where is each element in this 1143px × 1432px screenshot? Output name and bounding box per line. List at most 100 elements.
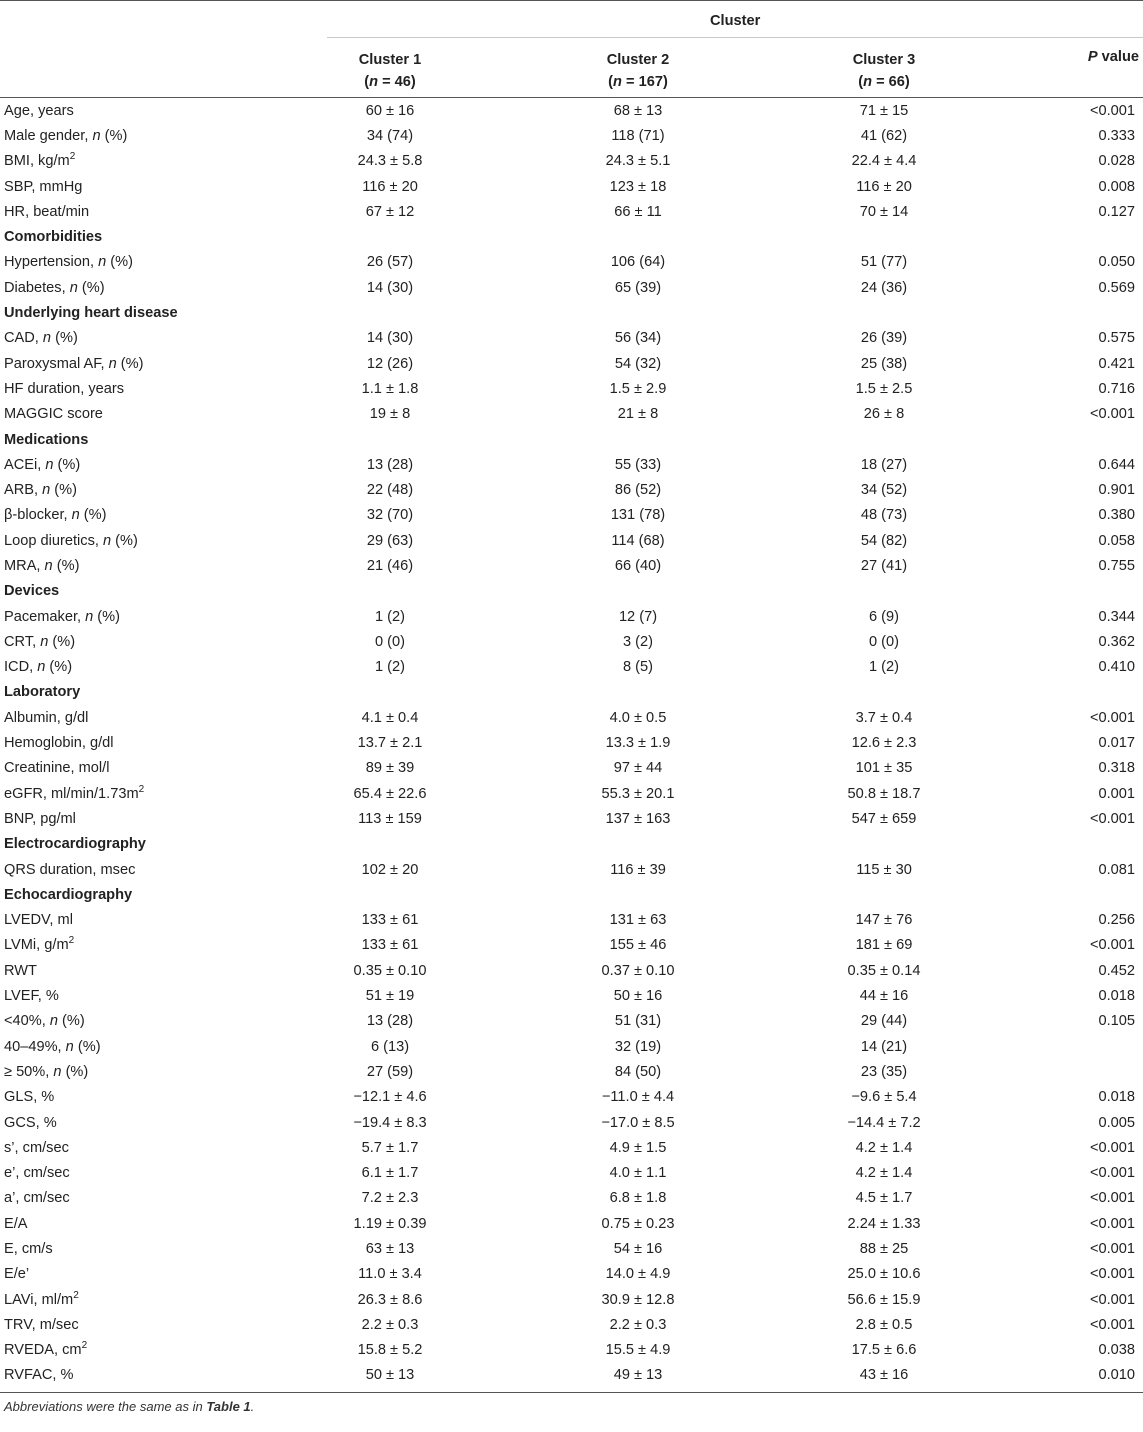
table-row: LAVi, ml/m2 26.3 ± 8.6 30.9 ± 12.8 56.6 ± 1… (0, 1287, 1143, 1312)
cluster-3-value: 56.6 ± 15.9 (847, 1291, 921, 1308)
table-row: TRV, m/sec 2.2 ± 0.3 2.2 ± 0.3 2.8 ± 0.5 <0.… (0, 1312, 1143, 1337)
pvalue-cell: 0.421 (1098, 355, 1135, 372)
cluster-3-header: Cluster 3 (n = 66) (852, 52, 916, 90)
cluster-3-value: 25 (38) (860, 355, 908, 372)
table-row: ICD, n (%) 1 (2) 8 (5) 1 (2) 0.410 (0, 655, 1143, 680)
pvalue-cell: <0.001 (1089, 1241, 1135, 1257)
cluster-3-value: 0 (0) (868, 633, 899, 650)
cluster-2-value: 12 (7) (618, 608, 658, 625)
group-rule (327, 37, 1143, 38)
pvalue-cell (984, 1034, 1143, 1059)
row-label: RVEDA, cm2 (4, 1340, 88, 1359)
cluster-1-value: 67 ± 12 (365, 203, 415, 220)
cluster-2-value: 106 (64) (610, 254, 666, 271)
row-label: HR, beat/min (4, 203, 90, 220)
table-row: Hemoglobin, g/dl 13.7 ± 2.1 13.3 ± 1.9 12.6… (0, 730, 1143, 755)
cluster-2-value: 32 (19) (614, 1038, 662, 1055)
pvalue-cell: 0.058 (1098, 532, 1135, 549)
cluster-2-value: 54 ± 16 (613, 1241, 663, 1257)
cluster-2-value: 50 ± 16 (613, 988, 663, 1005)
cluster-1-value: 32 (70) (366, 507, 414, 524)
cluster-3-value: 147 ± 76 (855, 912, 913, 929)
row-label: GCS, % (4, 1114, 57, 1131)
top-rule (0, 0, 1143, 1)
row-label: E/e’ (4, 1266, 30, 1283)
table-row: GCS, % −19.4 ± 8.3 −17.0 ± 8.5 −14.4 ± 7.2 0… (0, 1110, 1143, 1135)
table-row: Albumin, g/dl 4.1 ± 0.4 4.0 ± 0.5 3.7 ± 0.4… (0, 705, 1143, 730)
cluster-3-value: 2.8 ± 0.5 (855, 1316, 913, 1333)
table-row: Age, years 60 ± 16 68 ± 13 71 ± 15 <0.001 (0, 98, 1143, 123)
cluster-3-value: 44 ± 16 (859, 988, 909, 1005)
pvalue-cell: 0.410 (1098, 659, 1135, 676)
cluster-2-value: −17.0 ± 8.5 (601, 1114, 675, 1131)
cluster-3-value: 116 ± 20 (856, 178, 912, 195)
cluster-1-value: 113 ± 159 (358, 810, 422, 827)
pvalue-cell: 0.755 (1098, 557, 1135, 574)
row-label: LAVi, ml/m2 (4, 1289, 79, 1308)
table-row: E/e’ 11.0 ± 3.4 14.0 ± 4.9 25.0 ± 10.6 <0.00… (0, 1262, 1143, 1287)
table-row: ARB, n (%) 22 (48) 86 (52) 34 (52) 0.901 (0, 477, 1143, 502)
pvalue-cell: 0.644 (1098, 456, 1135, 473)
row-label: HF duration, years (4, 380, 125, 397)
table-row: RVFAC, % 50 ± 13 49 ± 13 43 ± 16 0.010 (0, 1363, 1143, 1388)
cluster-2-value: 114 (68) (611, 532, 665, 549)
pvalue-cell: 0.344 (1098, 608, 1135, 625)
cluster-1-value: 13 (28) (366, 1013, 414, 1030)
cluster-2-value: 56 (34) (614, 330, 662, 347)
cluster-2-value: 21 ± 8 (617, 406, 659, 423)
pvalue-cell: 0.008 (1098, 178, 1135, 195)
cluster-2-value: 6.8 ± 1.8 (609, 1190, 667, 1207)
cluster-3-value: 26 (39) (860, 330, 908, 347)
table-row: HR, beat/min 67 ± 12 66 ± 11 70 ± 14 0.127 (0, 199, 1143, 224)
cluster-1-header: Cluster 1 (n = 46) (358, 52, 422, 90)
section-row: Echocardiography (0, 882, 1143, 907)
pvalue-cell: <0.001 (1089, 1266, 1135, 1283)
pvalue-cell: <0.001 (1089, 1215, 1135, 1232)
pvalue-cell: 0.318 (1098, 760, 1135, 777)
cluster-3-value: 48 (73) (860, 507, 908, 524)
cluster-1-value: −19.4 ± 8.3 (353, 1114, 427, 1131)
cluster-1-value: 1 (2) (374, 608, 405, 625)
cluster-1-value: 22 (48) (366, 482, 414, 499)
row-label: CRT, n (%) (4, 633, 76, 650)
section-label: Medications (4, 431, 89, 448)
pvalue-cell: <0.001 (1089, 406, 1135, 423)
table-row: β-blocker, n (%) 32 (70) 131 (78) 48 (73) 0.… (0, 503, 1143, 528)
cluster-2-value: 0.37 ± 0.10 (601, 962, 675, 979)
section-label: Laboratory (4, 684, 81, 701)
row-label: TRV, m/sec (4, 1316, 79, 1333)
section-row: Devices (0, 579, 1143, 604)
cluster-1-value: 13 (28) (366, 456, 414, 473)
cluster-1-value: 29 (63) (366, 532, 414, 549)
cluster-1-value: 65.4 ± 22.6 (353, 785, 427, 802)
row-label: Diabetes, n (%) (4, 279, 105, 296)
pvalue-cell: 0.333 (1098, 127, 1135, 144)
row-label: eGFR, ml/min/1.73m2 (4, 783, 145, 802)
cluster-2-value: 49 ± 13 (613, 1367, 663, 1384)
table-row: BNP, pg/ml 113 ± 159 137 ± 163 547 ± 659 <0.… (0, 806, 1143, 831)
row-label: E/A (4, 1215, 28, 1232)
cluster-2-value: 155 ± 46 (609, 937, 667, 954)
pvalue-cell: 0.105 (1098, 1013, 1135, 1030)
table-row: QRS duration, msec 102 ± 20 116 ± 39 115 ± … (0, 857, 1143, 882)
cluster-2-value: 68 ± 13 (613, 102, 663, 119)
cluster-2-value: 24.3 ± 5.1 (605, 153, 671, 170)
cluster-3-value: 51 (77) (860, 254, 908, 271)
pvalue-cell: 0.380 (1098, 507, 1135, 524)
section-row: Medications (0, 427, 1143, 452)
data-table: Age, years 60 ± 16 68 ± 13 71 ± 15 <0.001 Mal… (0, 98, 1143, 1388)
row-label: BMI, kg/m2 (4, 151, 76, 170)
section-label: Underlying heart disease (4, 305, 178, 322)
row-label: a’, cm/sec (4, 1190, 70, 1207)
cluster-1-value: 6 (13) (370, 1038, 410, 1055)
row-label: MAGGIC score (4, 406, 103, 423)
row-label: CAD, n (%) (4, 330, 78, 347)
row-label: MRA, n (%) (4, 557, 80, 574)
section-row: Underlying heart disease (0, 300, 1143, 325)
cluster-2-value: 13.3 ± 1.9 (605, 735, 671, 752)
pvalue-cell: 0.018 (1098, 1089, 1135, 1106)
pvalue-cell: 0.127 (1098, 203, 1135, 220)
row-label: SBP, mmHg (4, 178, 83, 195)
cluster-3-value: 23 (35) (860, 1063, 908, 1080)
table-row: ≥ 50%, n (%) 27 (59) 84 (50) 23 (35) (0, 1059, 1143, 1084)
